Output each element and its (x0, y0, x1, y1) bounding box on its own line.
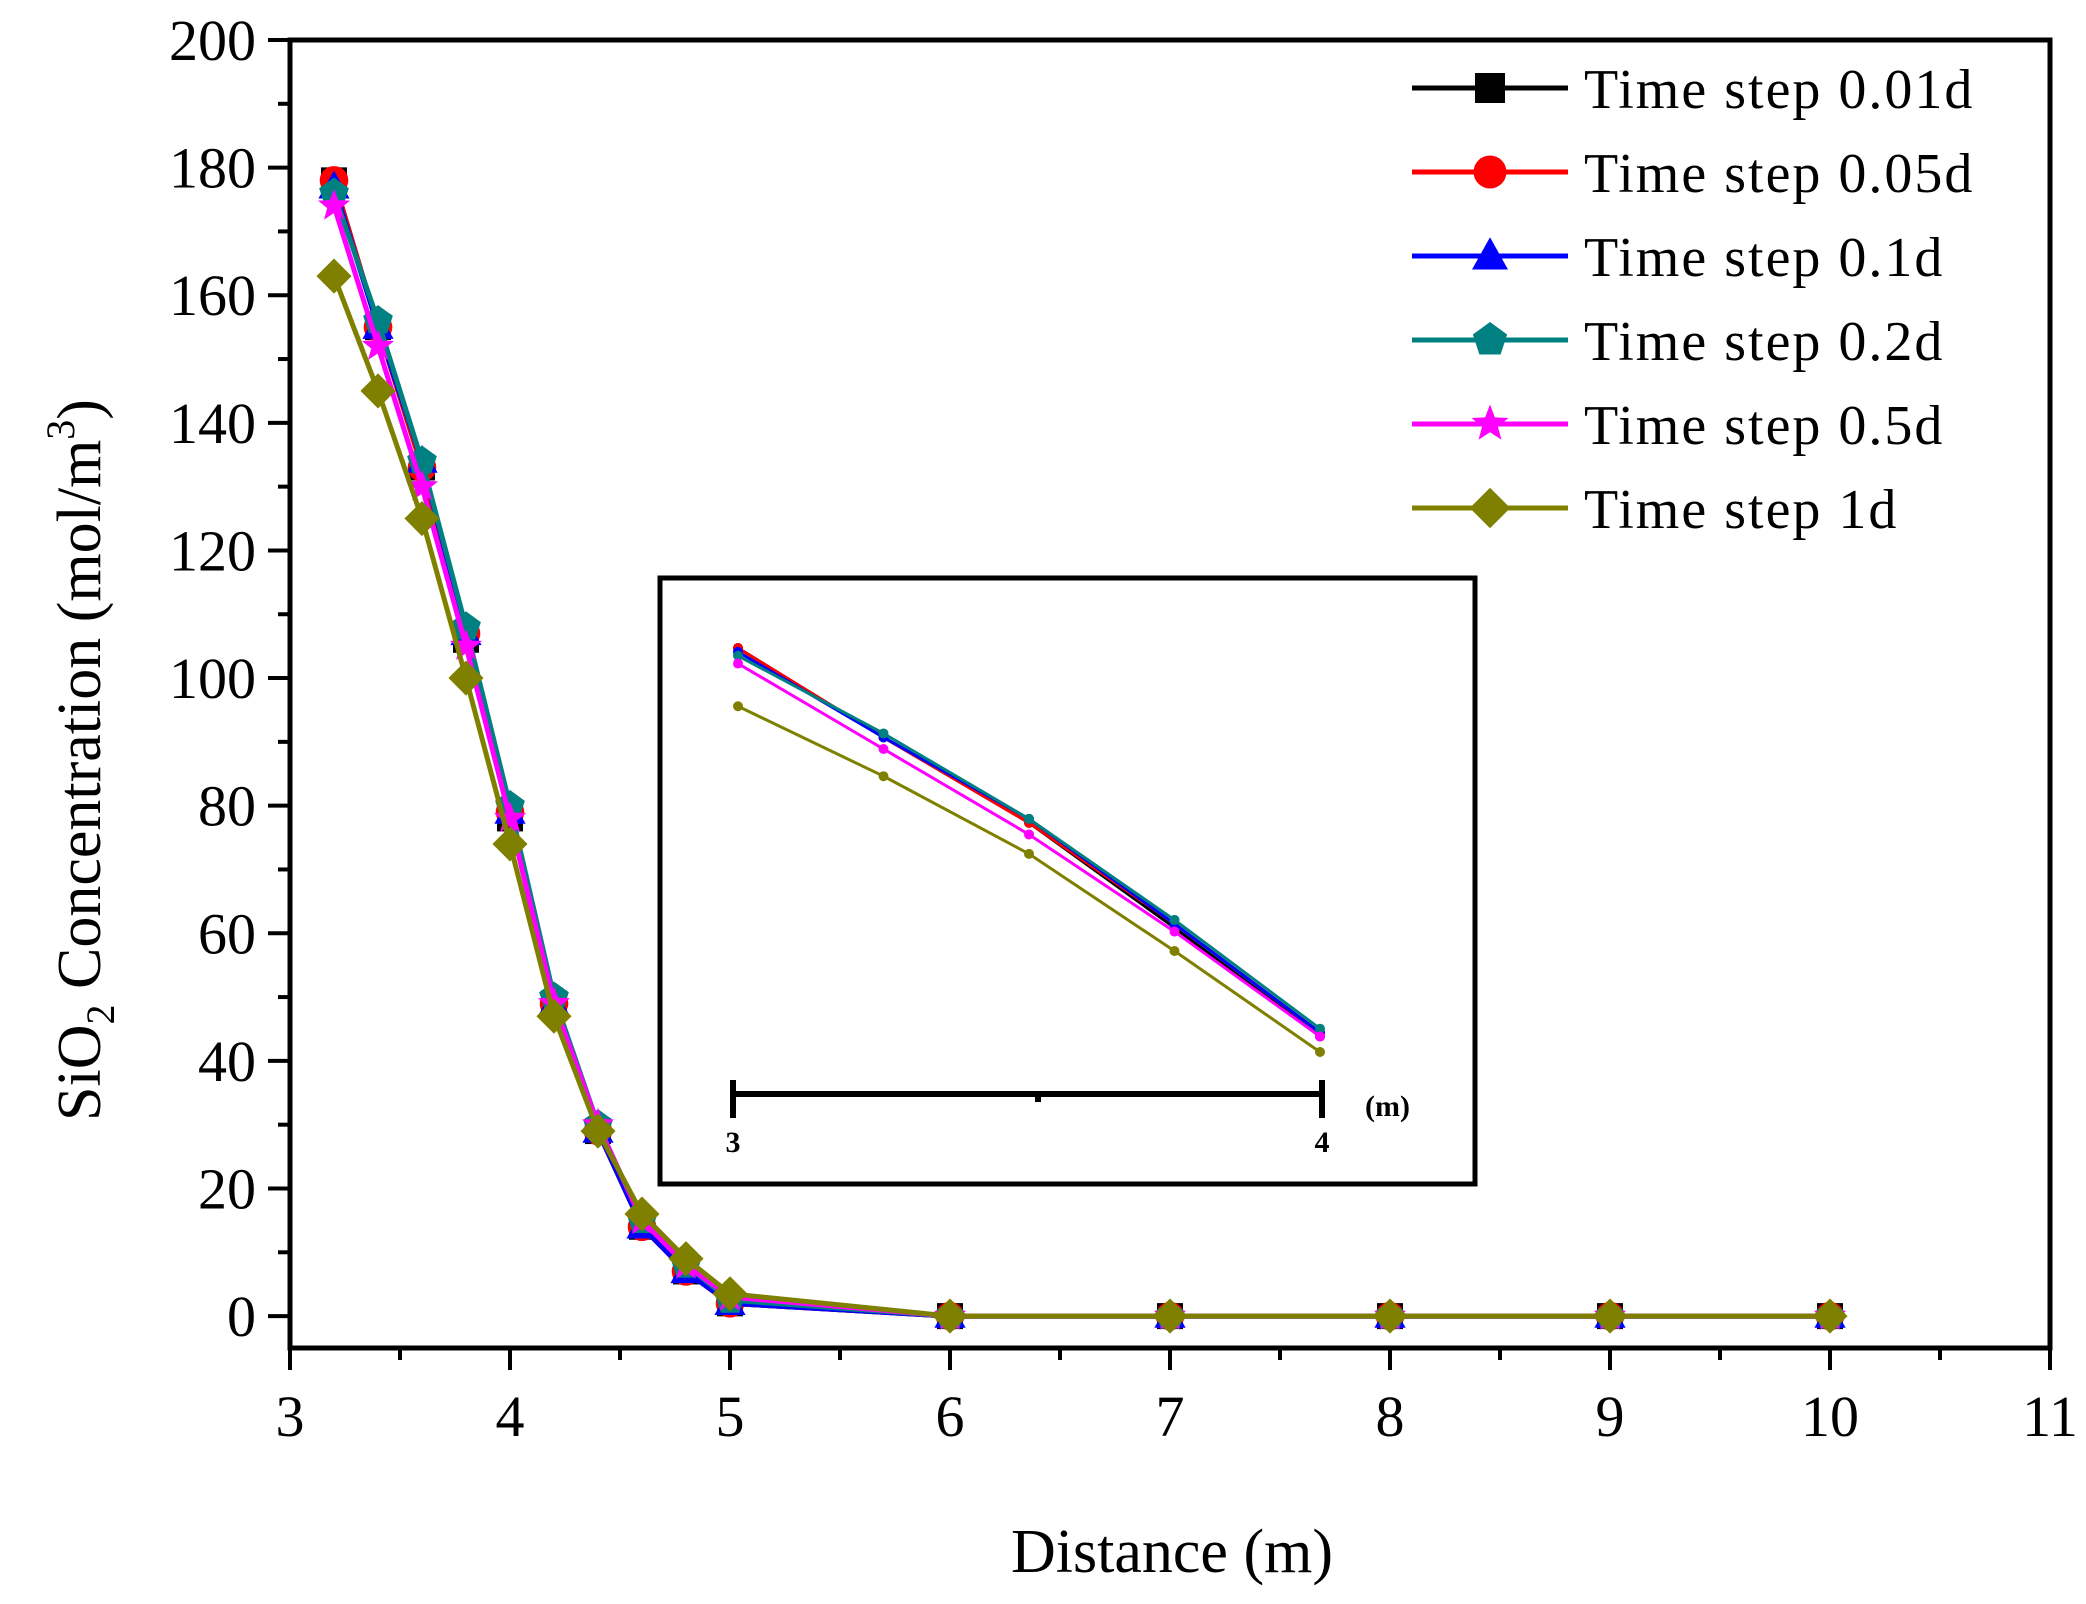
data-point (361, 329, 395, 360)
data-point (536, 998, 572, 1034)
inset-data-point (733, 650, 743, 661)
data-point (317, 188, 351, 220)
data-point (1372, 1298, 1408, 1334)
y-axis-label-main: SiO (46, 1024, 114, 1120)
y-tick-label: 60 (198, 901, 256, 966)
data-point (1812, 1298, 1848, 1334)
legend-label: Time step 1d (1584, 479, 1898, 541)
inset-data-point (733, 658, 743, 669)
inset-data-point (1024, 829, 1034, 840)
data-point (712, 1276, 748, 1312)
legend-label: Time step 0.5d (1584, 395, 1944, 457)
y-tick-label: 180 (169, 136, 256, 201)
y-axis-label-subscript: 2 (78, 1004, 123, 1024)
inset-series-4 (733, 650, 1325, 1034)
legend-marker (1473, 155, 1507, 189)
legend-item-1: Time step 0.01d (1412, 59, 1974, 121)
legend-label: Time step 0.05d (1584, 143, 1974, 205)
x-tick-label: 8 (1376, 1384, 1405, 1449)
inset-data-point (1315, 1047, 1325, 1057)
legend-item-2: Time step 0.05d (1412, 143, 1974, 205)
legend-item-4: Time step 0.2d (1412, 311, 1944, 373)
inset-data-point (1024, 813, 1034, 824)
inset-data-point (1315, 1023, 1325, 1034)
x-tick-label: 9 (1596, 1384, 1625, 1449)
legend-marker (1472, 322, 1508, 355)
data-point (405, 469, 439, 501)
data-point (1592, 1298, 1628, 1334)
legend-marker (1475, 73, 1505, 103)
inset-data-point (1024, 848, 1034, 859)
x-tick-label: 3 (276, 1384, 305, 1449)
inset-data-point (1169, 926, 1180, 937)
legend-marker (1472, 237, 1508, 270)
inset-series-6 (733, 701, 1325, 1057)
legend-item-5: Time step 0.5d (1412, 395, 1944, 457)
y-tick-label: 120 (169, 518, 256, 583)
axis-ticks (268, 38, 2052, 1370)
data-point (1152, 1298, 1188, 1334)
data-point (492, 826, 528, 862)
y-tick-label: 20 (198, 1156, 256, 1221)
legend-item-3: Time step 0.1d (1412, 227, 1944, 289)
inset-data-point (1169, 946, 1180, 956)
inset-series-5 (733, 658, 1325, 1042)
tick-labels: 3 4 5 6 7 8 9 10 11 0 20 40 60 80 100 120 140 160 180 200 (169, 8, 2078, 1449)
data-point (360, 373, 396, 409)
y-tick-label: 140 (169, 391, 256, 456)
data-point (580, 1113, 616, 1149)
y-tick-label: 160 (169, 263, 256, 328)
inset-data-point (1315, 1031, 1325, 1042)
data-point (449, 629, 483, 660)
legend-marker (1469, 487, 1511, 529)
y-tick-label: 0 (227, 1284, 256, 1349)
legend-label: Time step 0.2d (1584, 311, 1944, 373)
x-tick-label: 10 (1801, 1384, 1859, 1449)
inset-data-point (1169, 914, 1180, 925)
legend: Time step 0.01d Time step 0.05d Time step … (1412, 59, 1974, 541)
x-tick-label: 5 (716, 1384, 745, 1449)
y-tick-label: 200 (169, 8, 256, 73)
inset-scale-end: 4 (1315, 1126, 1330, 1159)
x-tick-label: 6 (936, 1384, 965, 1449)
y-axis-label-close: ) (46, 399, 114, 420)
inset-panel: 3 4 (m) (657, 575, 1478, 1187)
inset-data-point (878, 771, 889, 782)
y-tick-label: 40 (198, 1029, 256, 1094)
data-point (668, 1241, 704, 1277)
series-6 (316, 258, 1848, 1334)
legend-marker (1471, 404, 1509, 440)
data-point (404, 500, 440, 537)
x-tick-label: 4 (496, 1384, 525, 1449)
y-tick-label: 100 (169, 646, 256, 711)
series-layer (316, 166, 1848, 1334)
y-axis-label: SiO2 Concentration (mol/m3) (38, 399, 123, 1121)
data-point (932, 1298, 968, 1334)
inset-data-point (878, 744, 889, 754)
legend-label: Time step 0.01d (1584, 59, 1974, 121)
x-axis-label: Distance (m) (1011, 1518, 1333, 1586)
legend-item-6: Time step 1d (1412, 479, 1898, 541)
data-point (316, 258, 352, 294)
x-tick-label: 11 (2022, 1384, 2078, 1449)
inset-data-point (733, 701, 743, 712)
x-tick-label: 7 (1156, 1384, 1185, 1449)
inset-scale-start: 3 (726, 1126, 741, 1159)
inset-data-point (878, 728, 889, 739)
y-tick-label: 80 (198, 774, 256, 839)
y-axis-label-rest: Concentration (mol/m (46, 440, 114, 1005)
inset-scale-label: (m) (1365, 1090, 1410, 1123)
y-axis-label-superscript: 3 (38, 420, 83, 440)
data-point (493, 801, 527, 833)
data-point (624, 1196, 660, 1232)
legend-label: Time step 0.1d (1584, 227, 1944, 289)
data-point (448, 660, 484, 696)
